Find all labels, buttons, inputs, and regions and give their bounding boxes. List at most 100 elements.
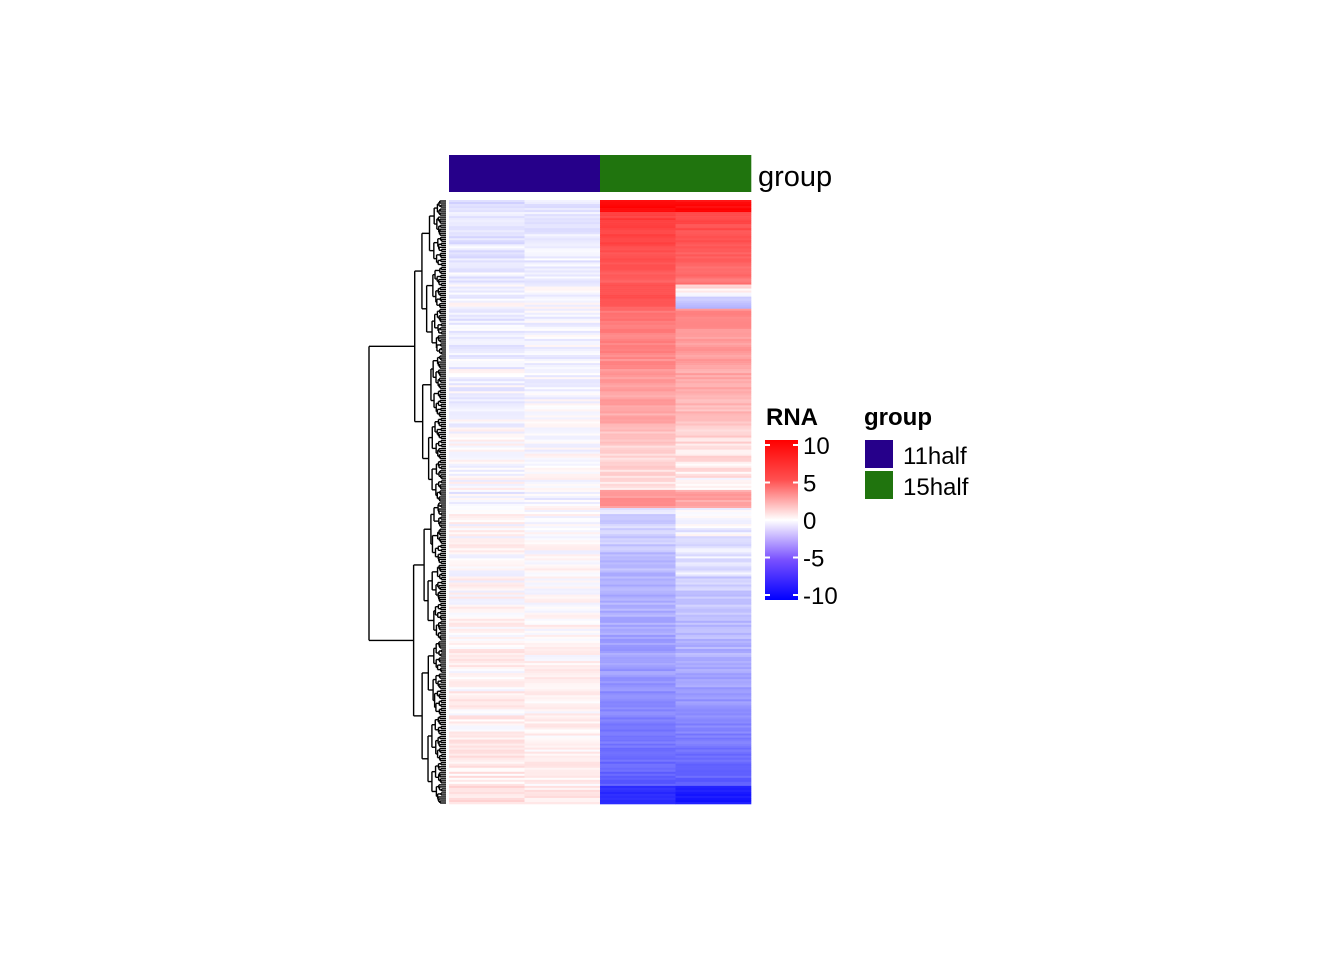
heatmap-cell (449, 604, 525, 607)
heatmap-cell (524, 717, 601, 720)
heatmap-cell (600, 423, 676, 426)
heatmap-cell (600, 206, 676, 209)
heatmap-cell (524, 298, 601, 301)
heatmap-cell (600, 224, 676, 227)
heatmap-cell (449, 298, 525, 301)
heatmap-cell (600, 727, 676, 730)
heatmap-cell (600, 767, 676, 771)
heatmap-cell (524, 292, 601, 295)
heatmap-cell (600, 274, 676, 277)
heatmap-cell (600, 266, 676, 269)
heatmap-cell (675, 614, 752, 618)
heatmap-cell (524, 499, 601, 503)
heatmap-cell (524, 431, 601, 434)
heatmap-cell (600, 663, 676, 666)
heatmap-cell (449, 701, 525, 704)
heatmap-cell (449, 707, 525, 710)
heatmap-cell (524, 642, 601, 646)
heatmap-cell (600, 504, 676, 507)
heatmap-cell (524, 224, 601, 227)
heatmap-cell (524, 393, 601, 396)
heatmap-cell (524, 580, 601, 583)
heatmap-cell (449, 286, 525, 289)
heatmap-cell (675, 200, 752, 203)
heatmap-cell (600, 711, 676, 714)
heatmap-cell (675, 417, 752, 420)
heatmap-cell (449, 677, 525, 680)
heatmap-cell (675, 747, 752, 750)
heatmap-cell (449, 620, 525, 624)
heatmap-cell (524, 767, 601, 771)
heatmap-cell (600, 330, 676, 334)
heatmap-cell (600, 363, 676, 366)
heatmap-cell (449, 377, 525, 380)
heatmap-cell (675, 528, 752, 531)
heatmap-cell (524, 318, 601, 322)
heatmap-cell (600, 534, 676, 537)
heatmap-cell (675, 260, 752, 263)
heatmap-cell (449, 222, 525, 225)
heatmap-cell (675, 397, 752, 400)
heatmap-cell (449, 582, 525, 585)
heatmap-cell (449, 385, 525, 388)
heatmap-cell (449, 212, 525, 215)
heatmap-cell (675, 753, 752, 756)
heatmap-cell (524, 576, 601, 579)
heatmap-cell (449, 443, 525, 446)
heatmap-cell (675, 284, 752, 287)
heatmap-cell (449, 342, 525, 346)
heatmap-cell (600, 391, 676, 394)
heatmap-cell (449, 457, 525, 461)
heatmap-cell (675, 409, 752, 412)
heatmap-cell (449, 409, 525, 412)
heatmap-cell (524, 485, 601, 489)
heatmap-cell (449, 659, 525, 662)
heatmap-cell (600, 797, 676, 801)
heatmap-cell (675, 582, 752, 585)
heatmap-cell (524, 395, 601, 398)
heatmap-cell (449, 403, 525, 406)
heatmap-cell (449, 787, 525, 791)
heatmap-cell (524, 459, 601, 463)
heatmap-cell (600, 497, 676, 501)
heatmap-cell (449, 622, 525, 626)
heatmap-cell (600, 677, 676, 680)
heatmap-cell (675, 741, 752, 744)
heatmap-cell (524, 489, 601, 493)
heatmap-cell (524, 371, 601, 374)
annotation-cell-15half (675, 155, 752, 192)
heatmap-cell (524, 220, 601, 223)
heatmap-cell (600, 506, 676, 509)
heatmap-cell (449, 636, 525, 640)
heatmap-cell (600, 226, 676, 229)
heatmap-cell (600, 469, 676, 473)
heatmap-cell (675, 427, 752, 430)
heatmap-cell (675, 365, 752, 368)
heatmap-cell (675, 258, 752, 261)
heatmap-cell (600, 242, 676, 245)
heatmap-cell (675, 300, 752, 303)
heatmap-cell (524, 683, 601, 686)
heatmap-cell (449, 586, 525, 589)
heatmap-cell (524, 779, 601, 783)
heatmap-cell (675, 413, 752, 416)
heatmap-cell (449, 284, 525, 287)
heatmap-cell (524, 524, 601, 527)
heatmap-cell (675, 568, 752, 571)
heatmap-cell (600, 455, 676, 458)
heatmap-cell (449, 502, 525, 505)
heatmap-cell (600, 610, 676, 614)
heatmap-cell (675, 665, 752, 668)
heatmap-cell (600, 328, 676, 332)
heatmap-cell (675, 218, 752, 221)
heatmap-cell (449, 497, 525, 501)
heatmap-cell (675, 640, 752, 644)
heatmap-cell (675, 449, 752, 452)
heatmap-cell (675, 204, 752, 207)
heatmap-cell (449, 741, 525, 744)
heatmap-cell (449, 522, 525, 525)
heatmap-cell (600, 344, 676, 348)
heatmap-cell (600, 701, 676, 704)
heatmap-cell (449, 268, 525, 271)
heatmap-cell (675, 675, 752, 678)
